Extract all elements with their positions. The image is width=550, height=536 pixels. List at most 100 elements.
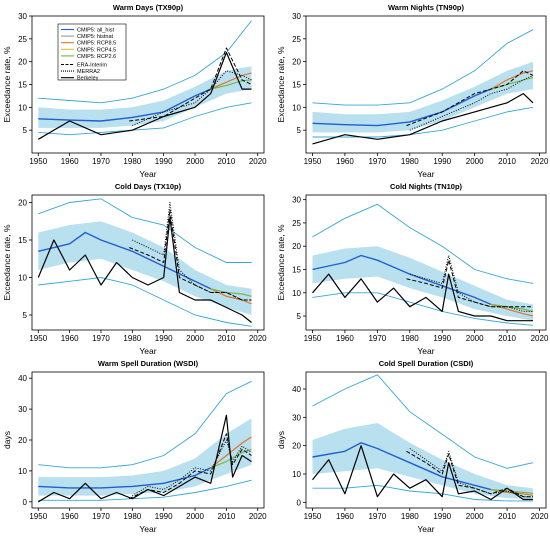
chart-title: Cold Nights (TN10p) [390,182,463,191]
legend-label: ERA-Interim [77,63,107,69]
x-tick-label: 2020 [249,512,267,521]
series-line [490,489,534,494]
series-line [490,70,534,90]
chart-title: Cold Spell Duration (CSDI) [379,359,474,368]
y-tick-label: 5 [297,126,302,135]
chart-title: Warm Spell Duration (WSDI) [98,359,199,368]
x-tick-label: 2000 [186,157,204,166]
series-line [129,47,252,122]
x-tick-label: 1990 [433,334,451,343]
x-tick-label: 1980 [401,157,419,166]
x-tick-label: 2000 [186,512,204,521]
chart-title: Cold Days (TX10p) [115,182,182,191]
series-line [409,74,534,131]
ensemble-range-lo [38,102,252,136]
y-tick-label: 15 [18,81,27,90]
y-tick-label: 0 [23,498,28,507]
x-tick-label: 2010 [217,512,235,521]
x-tick-label: 1960 [336,512,354,521]
series-line [409,255,533,312]
y-tick-label: 10 [292,103,301,112]
ensemble-range-hi [312,29,534,106]
series-line [490,303,534,312]
y-tick-label: 40 [292,385,301,394]
legend-label: CMIP5: RCP8.5 [77,41,116,47]
x-tick-label: 1990 [155,334,173,343]
y-tick-label: 0 [297,498,302,507]
y-tick-label: 30 [18,12,27,21]
x-tick-label: 1970 [92,157,110,166]
y-tick-label: 25 [292,219,301,228]
panel-0: 1950 1960 1970 1980 1990 2000 2010 2020 5 10 15 20 2… [2,3,267,179]
x-tick-label: 1990 [433,157,451,166]
plot-frame [31,194,265,331]
y-tick-label: 30 [292,196,301,205]
y-tick-label: 25 [18,35,27,44]
ensemble-band [38,418,252,496]
x-tick-label: 2000 [186,334,204,343]
series-line [210,288,252,297]
series-line [312,254,492,306]
chart-title: Warm Days (TX90p) [113,3,184,12]
x-tick-label: 1950 [304,157,322,166]
y-axis-label: Exceedance rate, % [2,224,12,301]
x-tick-label: 1960 [61,157,79,166]
ensemble-range-hi [38,380,252,469]
ensemble-range-lo [38,479,252,501]
series-line [132,439,252,497]
ensemble-range-hi [38,20,252,104]
y-tick-label: 5 [23,126,28,135]
series-line [38,231,212,290]
panel-1: 1950 1960 1970 1980 1990 2000 2010 2020 5 10 15 20 2… [276,3,549,179]
x-tick-label: 1950 [29,334,47,343]
y-axis-label: days [2,431,12,449]
y-axis-label: Exceedance rate, % [276,224,286,301]
x-tick-label: 2000 [466,334,484,343]
x-tick-label: 1950 [29,157,47,166]
y-tick-label: 15 [18,236,27,245]
x-tick-label: 2020 [249,334,267,343]
x-tick-label: 1970 [368,334,386,343]
y-axis-label: Exceedance rate, % [2,46,12,123]
x-tick-label: 1950 [304,512,322,521]
series-line [210,72,252,90]
y-axis-label: days [276,431,286,449]
x-tick-label: 2020 [531,157,549,166]
ensemble-range-lo [312,484,533,502]
x-tick-label: 1990 [155,512,173,521]
x-tick-label: 1980 [123,334,141,343]
y-tick-label: 10 [18,103,27,112]
series-line [312,273,533,322]
y-tick-label: 40 [18,374,27,383]
panel-2: 1950 1960 1970 1980 1990 2000 2010 2020 5 10 15 20 C… [2,182,267,356]
series-line [312,92,534,145]
panel-4: 1950 1960 1970 1980 1990 2000 2010 2020 0 10 20 30 4… [2,359,267,534]
x-tick-label: 1980 [401,512,419,521]
x-tick-label: 1980 [123,512,141,521]
x-tick-label: 2020 [249,157,267,166]
x-tick-label: 1960 [336,157,354,166]
series-line [406,70,534,127]
x-tick-label: 1970 [368,512,386,521]
y-tick-label: 20 [18,436,27,445]
series-line [37,414,252,503]
x-tick-label: 1950 [29,512,47,521]
ensemble-band [312,246,533,321]
y-tick-label: 20 [292,242,301,251]
x-tick-label: 2010 [498,334,516,343]
y-tick-label: 15 [292,81,301,90]
x-tick-label: 1970 [92,512,110,521]
y-tick-label: 10 [292,470,301,479]
ensemble-range-lo [38,277,252,327]
y-tick-label: 5 [297,312,302,321]
y-tick-label: 10 [292,289,301,298]
x-tick-label: 1960 [336,334,354,343]
y-tick-label: 25 [292,35,301,44]
series-line [210,79,252,90]
series-line [38,467,212,489]
ensemble-band [312,61,533,133]
legend-label: CMIP5: RCP4.5 [77,47,116,53]
y-tick-label: 20 [292,442,301,451]
